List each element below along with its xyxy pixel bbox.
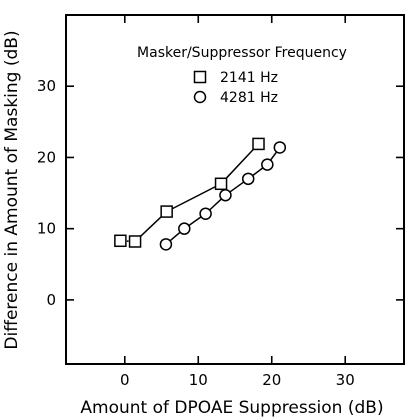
x-tick-label: 10: [189, 371, 208, 389]
data-point-circle: [199, 207, 212, 220]
series-line-segment: [172, 186, 216, 210]
y-tick-label: 0: [46, 291, 56, 309]
legend-title: Masker/Suppressor Frequency: [137, 45, 347, 61]
series-line-segment: [229, 181, 244, 193]
series-circle: [159, 141, 287, 251]
y-tick-label: 20: [37, 148, 56, 166]
data-point-circle: [273, 141, 287, 154]
x-tick-label: 0: [120, 371, 130, 389]
y-tick-label: 10: [37, 220, 56, 238]
data-point-circle: [159, 238, 173, 251]
data-point-circle: [178, 222, 191, 235]
series-line-segment: [270, 151, 277, 161]
data-point-circle: [261, 158, 274, 171]
data-point-circle: [219, 188, 232, 202]
x-tick-label: 20: [262, 371, 281, 389]
legend-label: 4281 Hz: [220, 90, 278, 106]
x-axis-title: Amount of DPOAE Suppression (dB): [80, 398, 383, 418]
legend-marker-square: [193, 70, 207, 84]
series-line-segment: [209, 198, 222, 211]
legend: Masker/Suppressor Frequency 2141 Hz 4281 …: [137, 45, 347, 106]
series-line-segment: [188, 216, 202, 226]
axis-ticks: 0 10 20 30 0 10 20 30: [37, 15, 404, 389]
legend-marker-circle: [193, 90, 207, 104]
plot-frame: [65, 14, 405, 365]
series-layer: [114, 137, 287, 251]
series-line-segment: [252, 167, 263, 176]
series-line-segment: [139, 215, 163, 238]
data-point-square: [214, 177, 228, 191]
data-point-square: [114, 234, 127, 248]
data-point-circle: [241, 172, 255, 186]
legend-label: 2141 Hz: [220, 70, 278, 86]
x-tick-label: 30: [336, 371, 355, 389]
series-line-segment: [224, 148, 255, 180]
y-tick-label: 30: [37, 77, 56, 95]
series-line-segment: [170, 231, 181, 242]
data-point-square: [252, 137, 265, 151]
y-axis-title: Difference in Amount of Masking (dB): [2, 30, 22, 349]
data-point-square: [160, 205, 173, 218]
series-square: [114, 137, 265, 248]
data-point-square: [128, 235, 142, 248]
